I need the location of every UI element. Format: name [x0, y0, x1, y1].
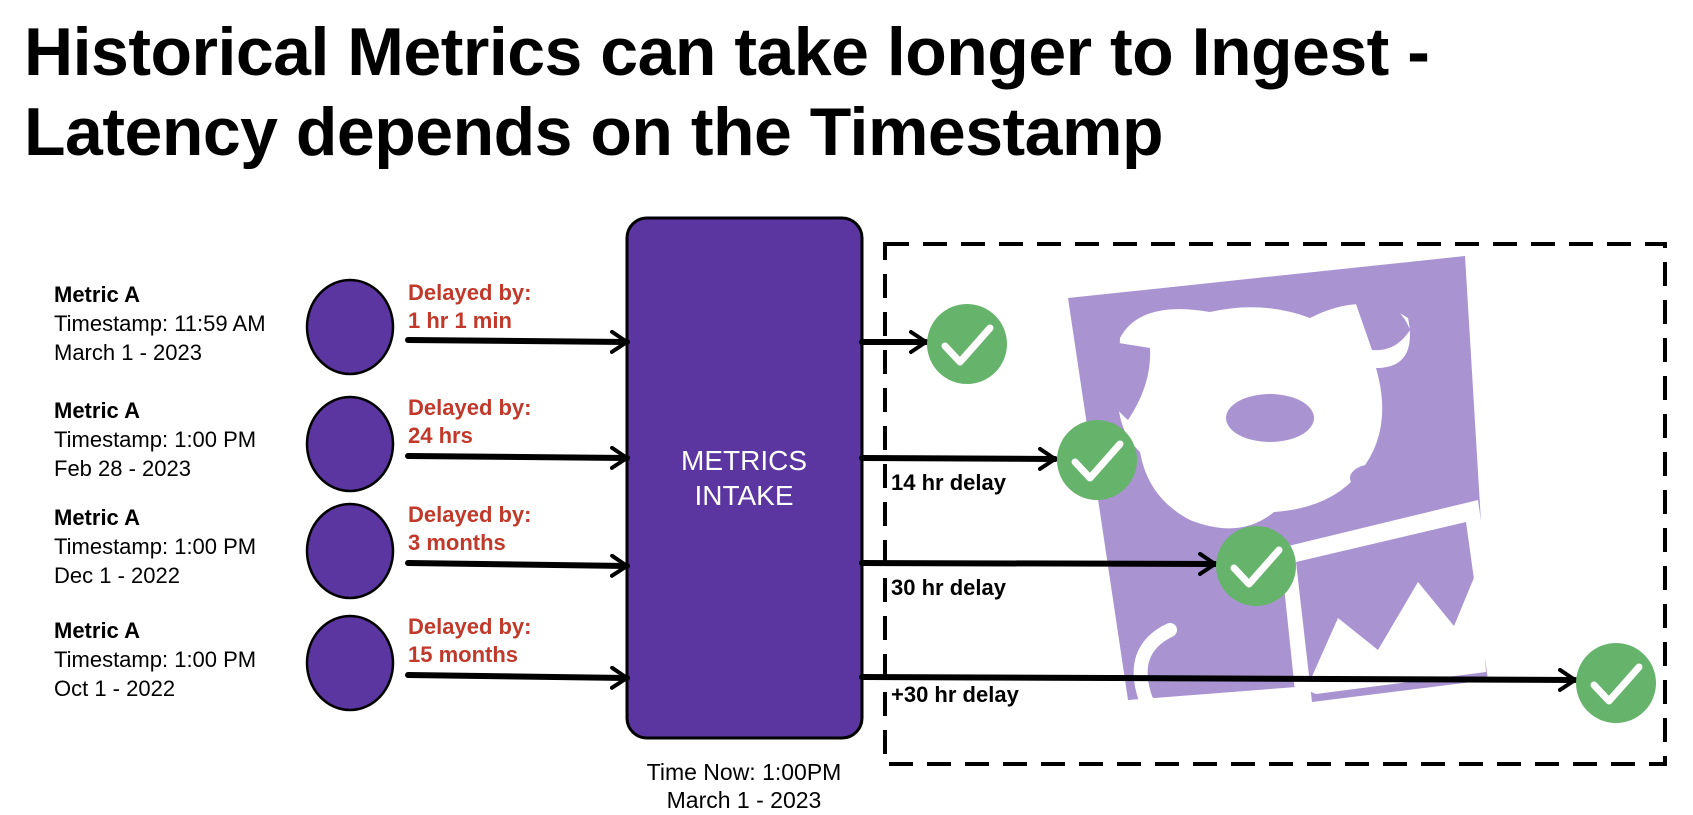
metric-name: Metric A	[54, 505, 140, 530]
metric-circle	[305, 395, 395, 493]
page-title: Historical Metrics can take longer to In…	[24, 12, 1430, 172]
metric-row: Metric A Timestamp: 1:00 PM Oct 1 - 2022…	[54, 614, 630, 712]
metric-timestamp: Timestamp: 11:59 AM	[54, 311, 266, 336]
delay-value: 3 months	[408, 530, 506, 555]
output-arrow	[859, 551, 1218, 576]
title-line-2: Latency depends on the Timestamp	[24, 94, 1164, 170]
check-circle-icon	[1216, 526, 1296, 606]
metric-row: Metric A Timestamp: 1:00 PM Dec 1 - 2022…	[54, 502, 630, 600]
check-circle-icon	[1576, 643, 1656, 723]
datadog-dog-logo-icon	[1068, 256, 1505, 734]
check-circle-icon	[1057, 420, 1137, 500]
metric-circle	[305, 502, 395, 600]
metric-name: Metric A	[54, 618, 140, 643]
metric-circle	[305, 278, 395, 376]
output-arrow	[859, 446, 1058, 471]
metric-circle	[305, 614, 395, 712]
metric-date: March 1 - 2023	[54, 340, 202, 365]
metric-row: Metric A Timestamp: 1:00 PM Feb 28 - 202…	[54, 395, 630, 493]
output-arrow	[859, 667, 1578, 692]
output-delay-label: +30 hr delay	[891, 682, 1020, 707]
delay-label: Delayed by:	[408, 614, 532, 639]
time-now-line-1: Time Now: 1:00PM	[647, 759, 842, 785]
check-circle-icon	[927, 304, 1007, 384]
metric-date: Oct 1 - 2022	[54, 676, 175, 701]
output-delay-label: 14 hr delay	[891, 470, 1007, 495]
metric-timestamp: Timestamp: 1:00 PM	[54, 647, 256, 672]
metric-name: Metric A	[54, 282, 140, 307]
metric-date: Feb 28 - 2023	[54, 456, 191, 481]
output-dashed-boundary	[883, 242, 1667, 766]
input-arrow	[405, 553, 630, 578]
intake-label-line-1: METRICS	[681, 445, 807, 476]
metric-date: Dec 1 - 2022	[54, 563, 180, 588]
delay-label: Delayed by:	[408, 502, 532, 527]
metrics-intake-box: METRICS INTAKE	[625, 216, 864, 740]
metric-name: Metric A	[54, 398, 140, 423]
input-arrow	[405, 665, 630, 690]
output-delay-label: 30 hr delay	[891, 575, 1007, 600]
title-line-1: Historical Metrics can take longer to In…	[24, 14, 1430, 90]
time-now-line-2: March 1 - 2023	[667, 787, 822, 813]
metric-timestamp: Timestamp: 1:00 PM	[54, 427, 256, 452]
metric-row: Metric A Timestamp: 11:59 AM March 1 - 2…	[54, 278, 630, 376]
input-arrow	[405, 329, 630, 354]
metric-timestamp: Timestamp: 1:00 PM	[54, 534, 256, 559]
delay-value: 24 hrs	[408, 423, 473, 448]
delay-label: Delayed by:	[408, 395, 532, 420]
delay-value: 1 hr 1 min	[408, 308, 512, 333]
input-arrow	[405, 445, 630, 470]
delay-value: 15 months	[408, 642, 518, 667]
intake-label-line-2: INTAKE	[694, 480, 793, 511]
delay-label: Delayed by:	[408, 280, 532, 305]
